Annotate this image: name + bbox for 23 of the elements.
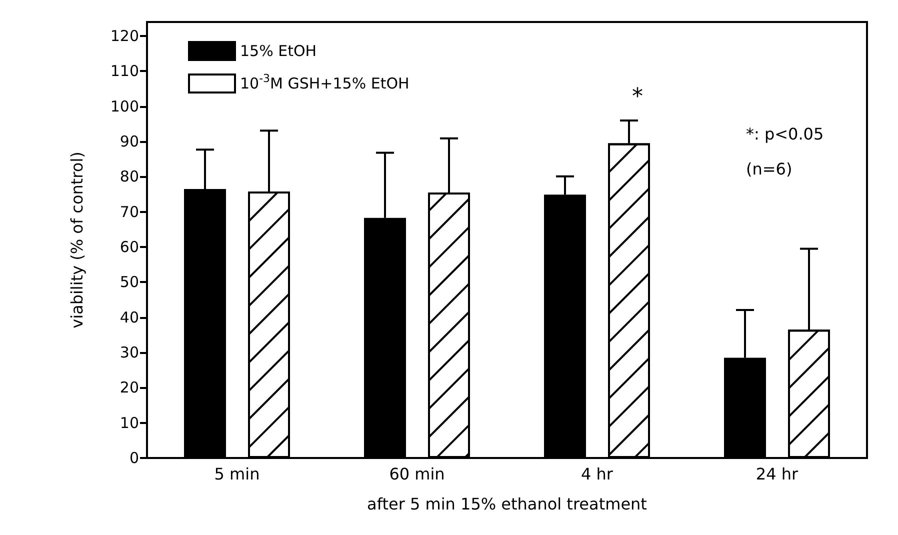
- y-tick-label: 70: [120, 202, 139, 221]
- x-axis-title: after 5 min 15% ethanol treatment: [367, 494, 647, 514]
- x-tick-label: 5 min: [214, 464, 260, 484]
- y-tick-label: 90: [120, 132, 139, 151]
- annotation: (n=6): [746, 160, 792, 178]
- y-tick-label: 80: [120, 168, 139, 186]
- legend-label: 15% EtOH: [240, 42, 317, 60]
- y-tick-label: 30: [120, 344, 139, 362]
- y-tick-label: 0: [129, 449, 139, 467]
- y-tick-label: 110: [110, 62, 139, 80]
- y-tick-label: 100: [110, 97, 139, 116]
- y-tick-label: 10: [120, 414, 139, 432]
- y-tick-label: 50: [120, 273, 139, 292]
- x-tick-label: 4 hr: [581, 464, 614, 484]
- y-tick-label: 40: [120, 308, 139, 326]
- annotation: *: [632, 84, 643, 110]
- x-tick-label: 24 hr: [756, 464, 798, 484]
- annotation: *: p<0.05: [746, 124, 824, 144]
- x-tick-label: 60 min: [389, 464, 445, 484]
- y-tick-label: 20: [120, 378, 139, 397]
- y-tick-label: 120: [110, 27, 139, 46]
- y-tick-label: 60: [120, 238, 139, 256]
- y-axis-title: viability (% of control): [68, 152, 86, 328]
